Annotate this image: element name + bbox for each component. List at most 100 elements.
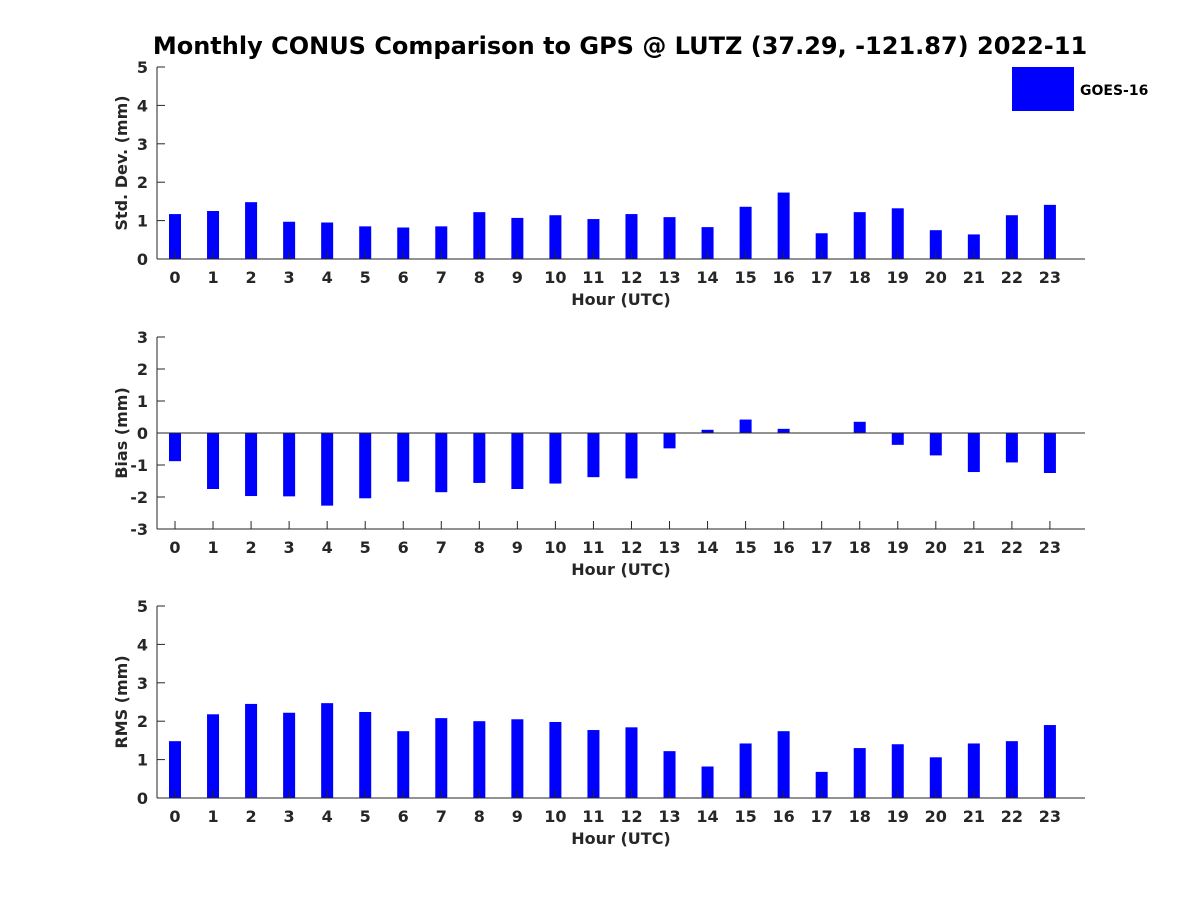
x-tick-label: 23: [1039, 807, 1061, 826]
x-tick-label: 14: [696, 268, 718, 287]
x-tick-label: 18: [849, 807, 871, 826]
x-tick-label: 12: [620, 807, 642, 826]
bar-hour-9: [511, 719, 524, 798]
x-tick-label: 15: [734, 268, 756, 287]
bar-hour-0: [169, 741, 181, 798]
bar-hour-13: [663, 433, 676, 449]
bar-hour-10: [549, 721, 562, 798]
bar-hour-23: [1043, 204, 1056, 259]
bar-hour-6: [397, 227, 410, 259]
x-tick-label: 15: [734, 538, 756, 557]
x-tick-label: 6: [398, 807, 409, 826]
x-tick-label: 1: [207, 268, 218, 287]
bar-hour-23: [1043, 725, 1056, 798]
bar-hour-11: [587, 219, 600, 259]
x-tick-label: 4: [322, 538, 333, 557]
bar-hour-1: [207, 211, 220, 259]
bar-hour-6: [397, 433, 410, 482]
x-tick-label: 3: [284, 538, 295, 557]
x-tick-label: 11: [582, 807, 604, 826]
y-tick-label: 4: [137, 635, 148, 654]
bar-hour-7: [435, 718, 448, 798]
x-tick-label: 14: [696, 538, 718, 557]
x-tick-label: 11: [582, 538, 604, 557]
bar-hour-18: [853, 212, 866, 259]
bar-hour-6: [397, 731, 410, 798]
bar-hour-20: [929, 757, 942, 798]
bar-hour-3: [283, 712, 296, 798]
x-tick-label: 16: [773, 538, 795, 557]
bar-hour-19: [891, 208, 904, 259]
x-tick-label: 5: [360, 807, 371, 826]
x-tick-label: 8: [474, 807, 485, 826]
bar-hour-14: [701, 227, 714, 259]
bar-hour-16: [777, 428, 790, 433]
bar-hour-17: [815, 233, 828, 259]
x-tick-label: 23: [1039, 538, 1061, 557]
x-axis-label: Hour (UTC): [571, 290, 671, 309]
x-tick-label: 5: [360, 268, 371, 287]
x-axis-label: Hour (UTC): [571, 829, 671, 848]
bar-hour-20: [929, 230, 942, 259]
bar-hour-2: [245, 202, 258, 259]
bar-hour-8: [473, 433, 486, 483]
y-tick-label: 3: [137, 135, 148, 154]
bar-hour-19: [891, 744, 904, 798]
bar-hour-15: [739, 743, 752, 798]
x-tick-label: 22: [1001, 538, 1023, 557]
x-tick-label: 0: [169, 807, 180, 826]
x-tick-label: 13: [658, 807, 680, 826]
x-tick-label: 18: [849, 538, 871, 557]
x-tick-label: 22: [1001, 268, 1023, 287]
bar-hour-9: [511, 433, 524, 489]
bar-hour-15: [739, 419, 752, 433]
x-tick-label: 2: [246, 538, 257, 557]
y-tick-label: 5: [137, 597, 148, 616]
x-tick-label: 6: [398, 268, 409, 287]
bar-hour-13: [663, 217, 676, 259]
y-tick-label: 2: [137, 173, 148, 192]
x-tick-label: 8: [474, 538, 485, 557]
bar-hour-0: [169, 433, 181, 462]
bar-hour-2: [245, 703, 258, 798]
x-tick-label: 20: [925, 268, 947, 287]
bar-hour-22: [1005, 433, 1018, 463]
x-tick-label: 2: [246, 807, 257, 826]
x-tick-label: 19: [887, 807, 909, 826]
y-tick-label: 1: [137, 212, 148, 231]
bar-hour-15: [739, 206, 752, 259]
bar-hour-7: [435, 226, 448, 259]
bar-hour-19: [891, 433, 904, 445]
bar-hour-17: [815, 771, 828, 798]
bar-hour-16: [777, 192, 790, 259]
x-tick-label: 16: [773, 807, 795, 826]
bar-hour-8: [473, 212, 486, 259]
bar-hour-16: [777, 731, 790, 798]
y-tick-label: -2: [130, 488, 148, 507]
bar-hour-21: [967, 743, 980, 798]
bar-hour-0: [169, 214, 181, 259]
bar-hour-9: [511, 217, 524, 259]
x-tick-label: 7: [436, 538, 447, 557]
chart-title: Monthly CONUS Comparison to GPS @ LUTZ (…: [153, 32, 1087, 60]
legend-swatch: [1012, 67, 1074, 111]
x-tick-label: 1: [207, 538, 218, 557]
x-tick-label: 4: [322, 268, 333, 287]
y-tick-label: 1: [137, 751, 148, 770]
x-tick-label: 4: [322, 807, 333, 826]
x-tick-label: 9: [512, 268, 523, 287]
x-tick-label: 15: [734, 807, 756, 826]
y-tick-label: 0: [137, 789, 148, 808]
bar-hour-5: [359, 433, 372, 499]
y-axis-label: Bias (mm): [112, 387, 131, 479]
x-tick-label: 12: [620, 538, 642, 557]
bar-hour-20: [929, 433, 942, 456]
bar-hour-1: [207, 714, 220, 798]
y-tick-label: 1: [137, 392, 148, 411]
x-tick-label: 0: [169, 538, 180, 557]
x-tick-label: 14: [696, 807, 718, 826]
x-tick-label: 9: [512, 807, 523, 826]
